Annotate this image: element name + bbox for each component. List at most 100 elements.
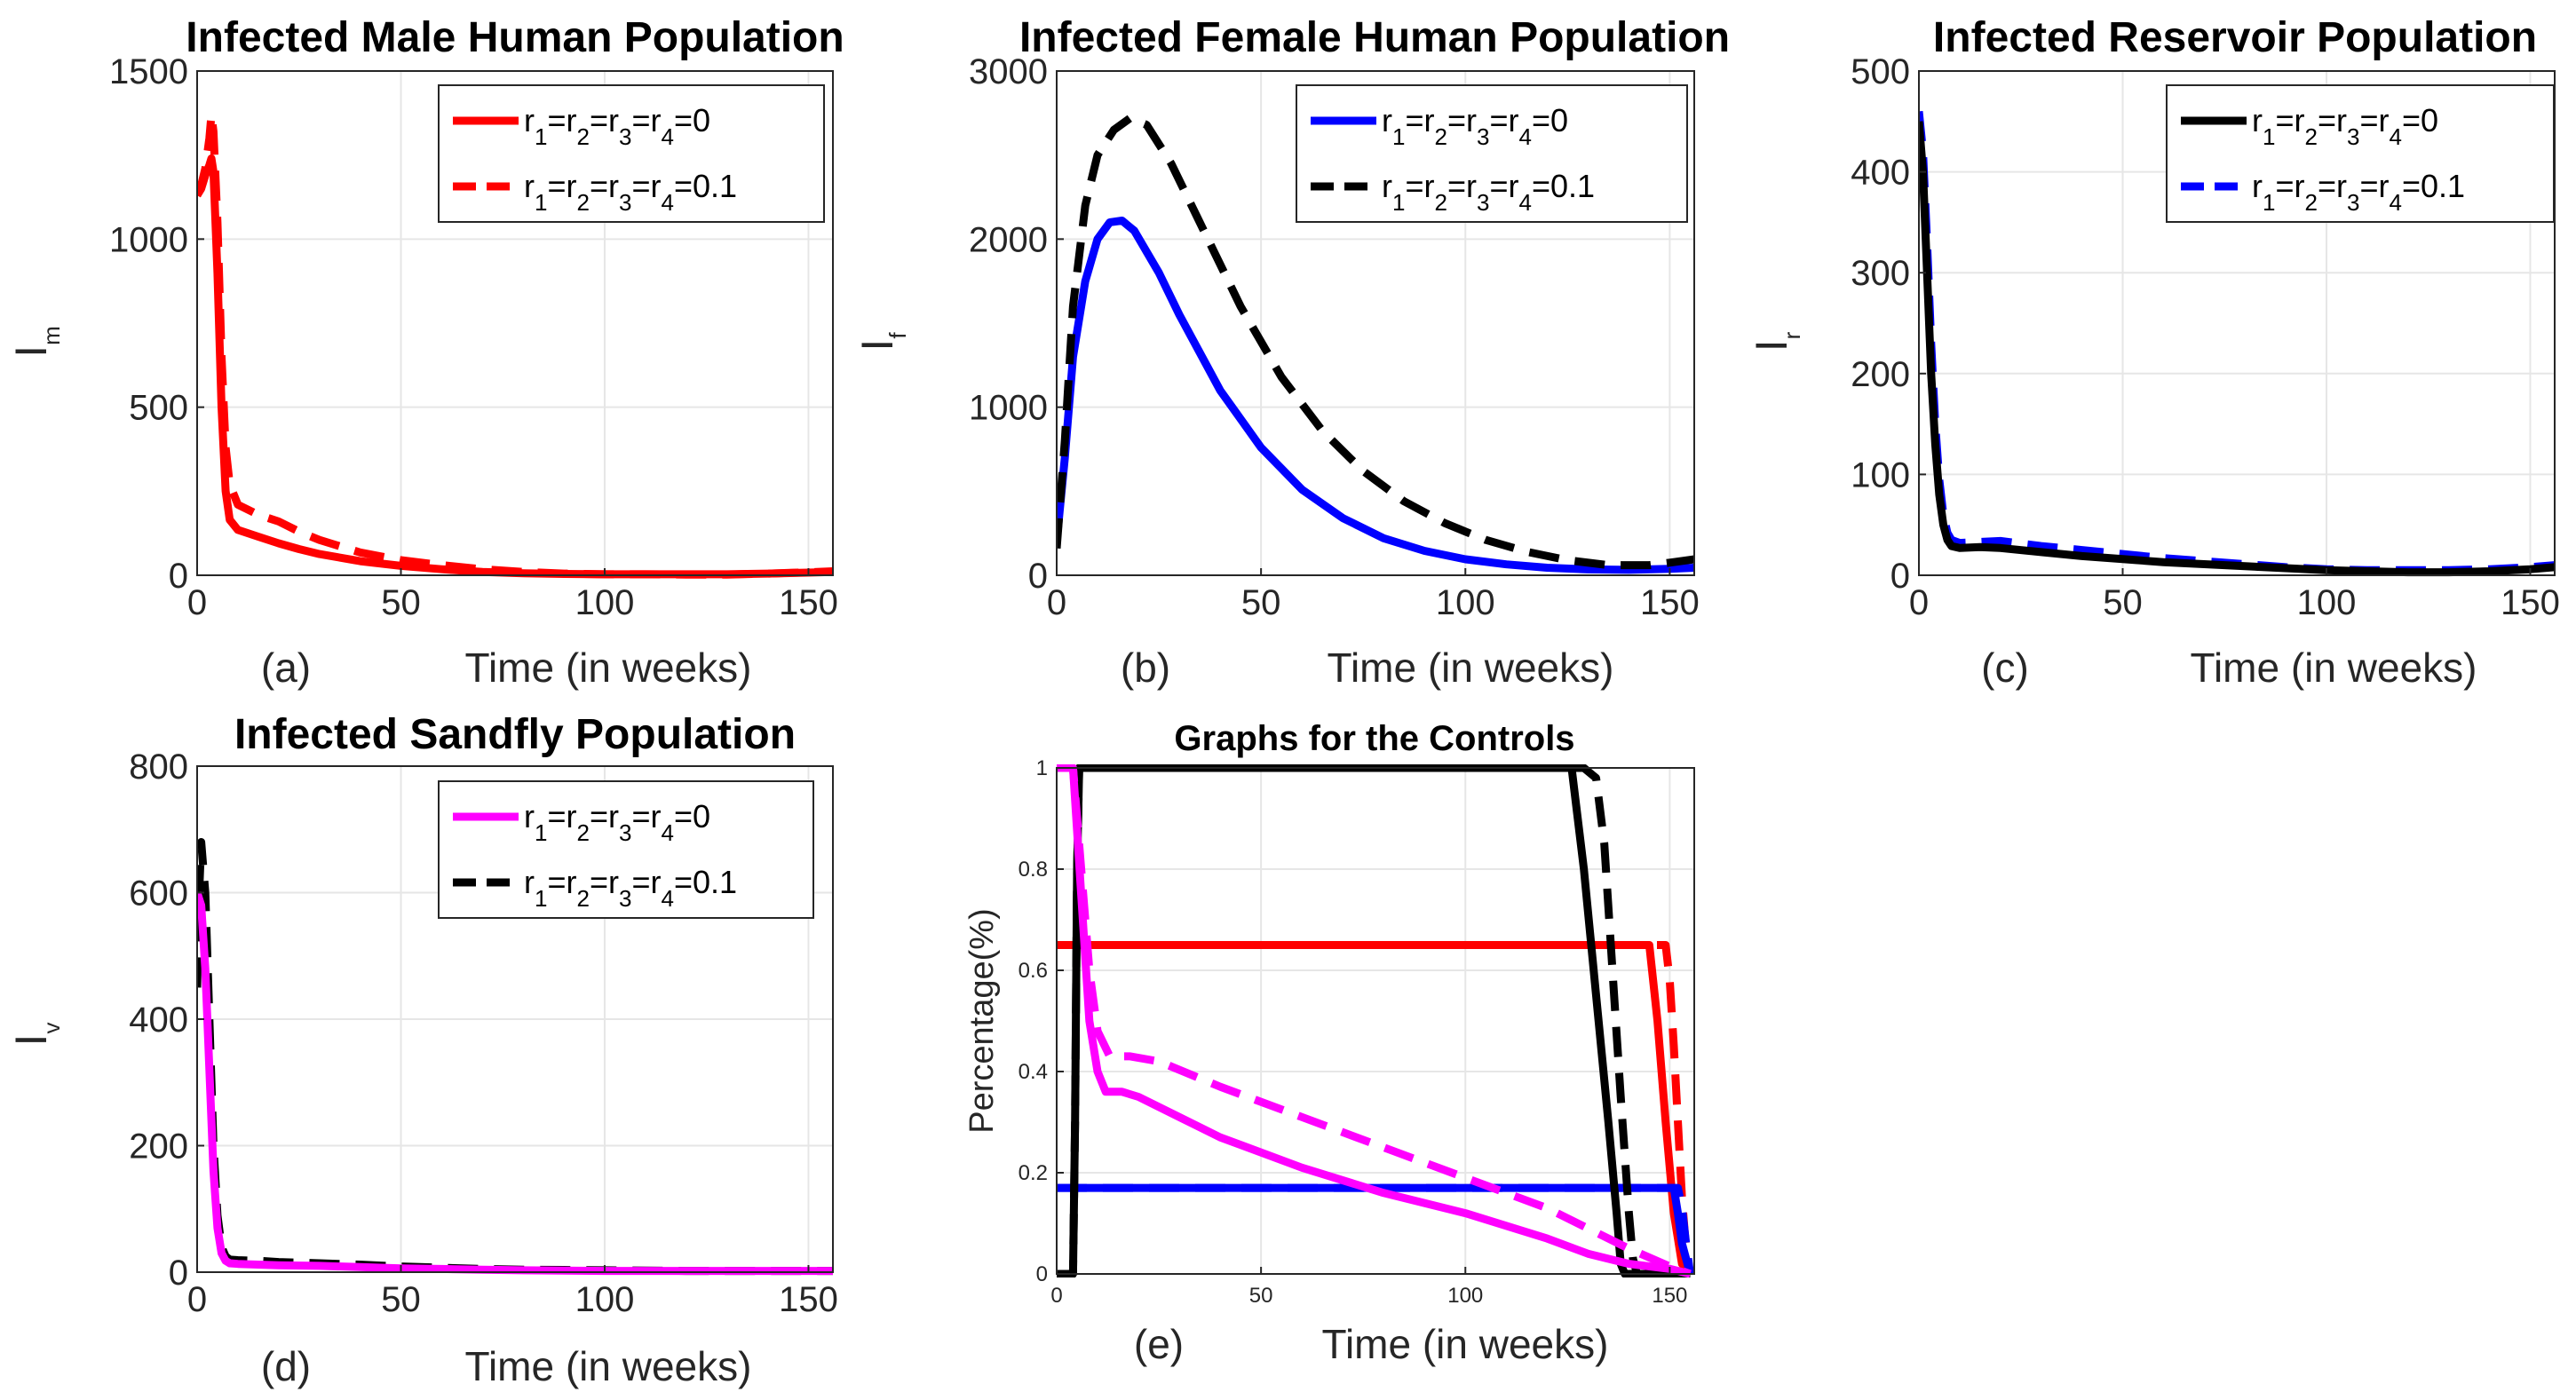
axes-frame bbox=[1056, 70, 1695, 576]
legend-label-idx: 4 bbox=[662, 885, 674, 912]
y-tick-label: 0 bbox=[1036, 1262, 1048, 1286]
legend-label-part: = bbox=[1489, 168, 1508, 204]
legend-label-idx: 1 bbox=[1392, 189, 1405, 216]
legend-label-r: r bbox=[2336, 168, 2347, 204]
panel-title: Infected Female Human Population bbox=[1019, 14, 1730, 61]
legend-label-part: = bbox=[2359, 102, 2378, 138]
legend-label-idx: 3 bbox=[2347, 189, 2359, 216]
y-tick-label: 300 bbox=[1851, 254, 1910, 293]
legend-label: r1=r2=r3=r4=0.1 bbox=[1382, 168, 1595, 216]
panel-title: Graphs for the Controls bbox=[1174, 719, 1574, 758]
axes-frame bbox=[1918, 70, 2556, 576]
x-tick-label: 0 bbox=[1047, 583, 1066, 622]
legend-label-part: =0 bbox=[1532, 102, 1568, 138]
legend-label-idx: 3 bbox=[619, 819, 631, 846]
legend-box bbox=[438, 780, 814, 919]
legend-label-r: r bbox=[651, 102, 662, 138]
y-tick-label: 600 bbox=[129, 874, 188, 914]
legend-label-idx: 4 bbox=[1519, 123, 1532, 150]
y-axis-label: If bbox=[852, 332, 911, 352]
legend-label-part: =0 bbox=[674, 102, 710, 138]
legend-label-r: r bbox=[2336, 102, 2347, 138]
x-tick-label: 0 bbox=[187, 583, 207, 622]
series-line-u_black_r01 bbox=[1057, 764, 1691, 1277]
series-group bbox=[197, 110, 833, 579]
y-axis-label-main: I bbox=[6, 345, 56, 358]
legend-label-part: = bbox=[631, 864, 650, 900]
legend-label-idx: 4 bbox=[2390, 189, 2402, 216]
y-tick-label: 200 bbox=[1851, 355, 1910, 394]
y-tick-label: 0.8 bbox=[1019, 858, 1048, 882]
legend-label-part: = bbox=[2275, 168, 2294, 204]
legend-label-part: = bbox=[2359, 168, 2378, 204]
y-tick-label: 100 bbox=[1851, 455, 1910, 494]
series-line-r=0.1 bbox=[1057, 114, 1694, 570]
y-tick-label: 0.6 bbox=[1019, 959, 1048, 983]
legend-label-part: = bbox=[590, 102, 608, 138]
x-tick-label: 100 bbox=[1447, 1284, 1483, 1308]
y-tick-label: 0 bbox=[1890, 557, 1910, 596]
x-tick-label: 100 bbox=[1436, 583, 1495, 622]
legend-label-idx: 1 bbox=[1392, 123, 1405, 150]
x-axis-label: Time (in weeks) bbox=[2191, 645, 2477, 691]
series-line-r=0 bbox=[197, 154, 833, 579]
legend-label-r: r bbox=[2379, 168, 2390, 204]
legend-label-part: = bbox=[547, 798, 566, 834]
legend-label-idx: 2 bbox=[577, 123, 590, 150]
legend-label-idx: 3 bbox=[619, 123, 631, 150]
y-tick-label: 200 bbox=[129, 1127, 188, 1167]
y-axis-label: Im bbox=[6, 326, 65, 358]
legend-label-part: = bbox=[2318, 102, 2336, 138]
panel-sublabel: (b) bbox=[1121, 645, 1170, 691]
series-line-r=0 bbox=[197, 891, 833, 1276]
panel-title: Infected Reservoir Population bbox=[1933, 14, 2537, 61]
y-axis-label-sub: r bbox=[1779, 331, 1805, 339]
legend: r1=r2=r3=r4=0r1=r2=r3=r4=0.1 bbox=[1296, 84, 1688, 223]
legend-label-part: = bbox=[1447, 168, 1466, 204]
legend-label-r: r bbox=[2252, 168, 2263, 204]
legend-label: r1=r2=r3=r4=0 bbox=[524, 102, 710, 150]
y-axis-label-sub: f bbox=[884, 332, 911, 339]
legend-label-part: = bbox=[547, 168, 566, 204]
x-tick-label: 50 bbox=[1241, 583, 1281, 622]
legend-label-r: r bbox=[608, 864, 619, 900]
legend-label-part: = bbox=[547, 864, 566, 900]
legend-label-r: r bbox=[524, 168, 535, 204]
legend-label-part: = bbox=[631, 168, 650, 204]
x-tick-label: 150 bbox=[1640, 583, 1700, 622]
legend-label-part: = bbox=[547, 102, 566, 138]
legend-label-part: = bbox=[1405, 102, 1423, 138]
legend-label-r: r bbox=[1382, 102, 1392, 138]
legend-label-r: r bbox=[651, 864, 662, 900]
legend-label-idx: 2 bbox=[2305, 189, 2318, 216]
panel-title: Infected Male Human Population bbox=[186, 14, 844, 61]
series-line-r=0.1 bbox=[197, 110, 833, 579]
legend-label-idx: 4 bbox=[662, 819, 674, 846]
y-tick-label: 1000 bbox=[969, 389, 1048, 428]
legend-label-part: = bbox=[1405, 168, 1423, 204]
legend-label-r: r bbox=[608, 102, 619, 138]
x-tick-label: 150 bbox=[2501, 583, 2560, 622]
y-axis-label: Iv bbox=[6, 1023, 65, 1047]
legend-box bbox=[1296, 84, 1688, 223]
legend-label-idx: 2 bbox=[1435, 123, 1447, 150]
y-tick-label: 0 bbox=[1028, 557, 1048, 596]
panel-title: Infected Sandfly Population bbox=[234, 711, 796, 758]
axes-frame bbox=[196, 70, 834, 576]
legend-label-part: = bbox=[1447, 102, 1466, 138]
x-tick-label: 100 bbox=[575, 1280, 635, 1319]
legend-label-idx: 3 bbox=[619, 189, 631, 216]
y-tick-label: 800 bbox=[129, 747, 188, 787]
y-axis-label-sub: v bbox=[38, 1023, 65, 1034]
series-line-u_red_r0 bbox=[1057, 941, 1693, 1277]
legend-label-r: r bbox=[524, 798, 535, 834]
legend-label: r1=r2=r3=r4=0 bbox=[1382, 102, 1568, 150]
legend-label-idx: 3 bbox=[2347, 123, 2359, 150]
x-tick-label: 50 bbox=[381, 1280, 421, 1319]
legend-label-idx: 4 bbox=[662, 123, 674, 150]
legend-label-r: r bbox=[2295, 102, 2305, 138]
legend-label-idx: 1 bbox=[535, 123, 547, 150]
y-tick-label: 400 bbox=[1851, 154, 1910, 193]
x-tick-label: 150 bbox=[1652, 1284, 1687, 1308]
